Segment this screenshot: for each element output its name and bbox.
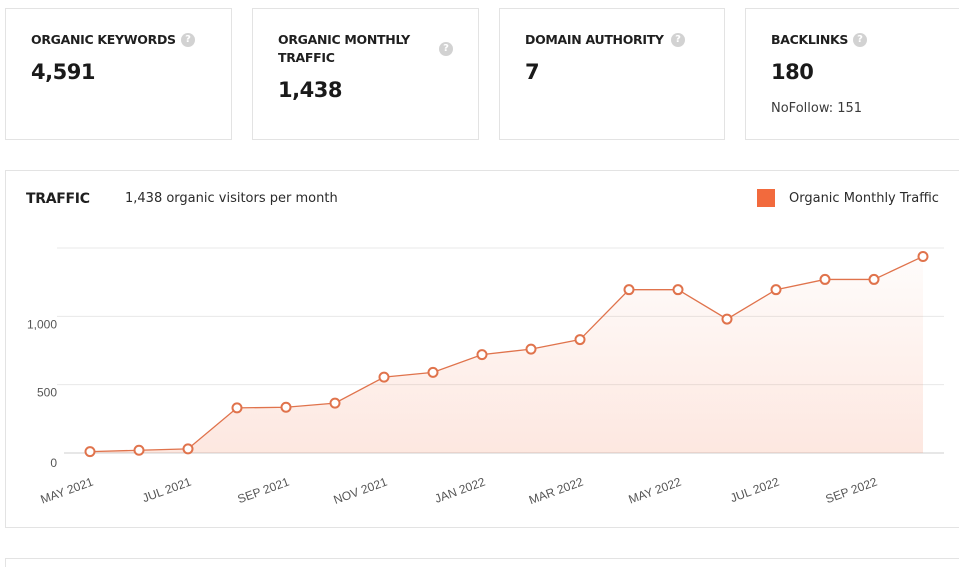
metric-title: BACKLINKS — [771, 32, 849, 47]
data-point[interactable] — [231, 402, 243, 414]
metric-card-domain-authority: DOMAIN AUTHORITY ? 7 — [499, 8, 725, 140]
traffic-chart[interactable]: 0 500 1,000 MAY 2021 JUL 2021 SEP 2021 NOV 20… — [6, 171, 959, 529]
data-point[interactable] — [574, 334, 586, 346]
x-axis-labels: MAY 2021 JUL 2021 SEP 2021 NOV 2021 JAN 2022… — [39, 475, 880, 508]
metric-value: 1,438 — [278, 78, 342, 102]
legend-label: Organic Monthly Traffic — [789, 190, 939, 206]
help-icon[interactable]: ? — [671, 33, 685, 47]
metric-title: DOMAIN AUTHORITY — [525, 32, 664, 47]
chart-data-points[interactable] — [84, 250, 929, 458]
data-point[interactable] — [182, 443, 194, 455]
traffic-card: TRAFFIC 1,438 organic visitors per month… — [5, 170, 959, 528]
svg-text:0: 0 — [50, 456, 57, 470]
svg-text:1,000: 1,000 — [27, 317, 57, 331]
chart-area-fill — [90, 256, 923, 453]
chart-legend[interactable]: Organic Monthly Traffic — [757, 189, 939, 207]
traffic-subtitle: 1,438 organic visitors per month — [125, 191, 338, 206]
data-point[interactable] — [84, 446, 96, 458]
data-point[interactable] — [329, 397, 341, 409]
svg-text:MAR 2022: MAR 2022 — [527, 475, 585, 508]
svg-text:NOV 2021: NOV 2021 — [332, 475, 390, 507]
y-axis-labels: 0 500 1,000 — [27, 317, 57, 470]
data-point[interactable] — [378, 371, 390, 383]
svg-text:JUL 2021: JUL 2021 — [140, 475, 193, 506]
data-point[interactable] — [721, 313, 733, 325]
data-point[interactable] — [133, 444, 145, 456]
metric-value: 180 — [771, 60, 814, 84]
data-point[interactable] — [280, 401, 292, 413]
data-point[interactable] — [819, 273, 831, 285]
data-point[interactable] — [525, 343, 537, 355]
data-point[interactable] — [427, 366, 439, 378]
data-point[interactable] — [770, 284, 782, 296]
chart-line — [89, 255, 924, 453]
svg-text:JUL 2022: JUL 2022 — [728, 475, 781, 506]
svg-text:SEP 2022: SEP 2022 — [824, 475, 880, 507]
svg-text:500: 500 — [37, 386, 57, 400]
help-icon[interactable]: ? — [181, 33, 195, 47]
data-point[interactable] — [623, 284, 635, 296]
data-point[interactable] — [476, 349, 488, 361]
metric-card-backlinks: BACKLINKS ? 180 NoFollow: 151 — [745, 8, 959, 140]
svg-text:SEP 2021: SEP 2021 — [236, 475, 292, 507]
legend-swatch-icon — [757, 189, 775, 207]
metric-card-organic-traffic: ORGANIC MONTHLY TRAFFIC ? 1,438 — [252, 8, 479, 140]
metric-title: ORGANIC MONTHLY TRAFFIC — [278, 31, 410, 67]
svg-text:JAN 2022: JAN 2022 — [433, 475, 488, 506]
metric-title: ORGANIC KEYWORDS — [31, 32, 176, 47]
metric-value: 7 — [525, 60, 540, 84]
metric-title-line: TRAFFIC — [278, 50, 335, 65]
metric-title-line: ORGANIC MONTHLY — [278, 32, 410, 47]
data-point[interactable] — [672, 284, 684, 296]
help-icon[interactable]: ? — [439, 42, 453, 56]
svg-text:MAY 2021: MAY 2021 — [39, 475, 96, 507]
metric-value: 4,591 — [31, 60, 95, 84]
next-section-card — [5, 558, 959, 567]
metric-card-organic-keywords: ORGANIC KEYWORDS ? 4,591 — [5, 8, 232, 140]
svg-text:MAY 2022: MAY 2022 — [627, 475, 684, 507]
traffic-title: TRAFFIC — [26, 191, 90, 207]
data-point[interactable] — [868, 273, 880, 285]
help-icon[interactable]: ? — [853, 33, 867, 47]
nofollow-count: NoFollow: 151 — [771, 101, 863, 116]
data-point[interactable] — [917, 250, 929, 262]
